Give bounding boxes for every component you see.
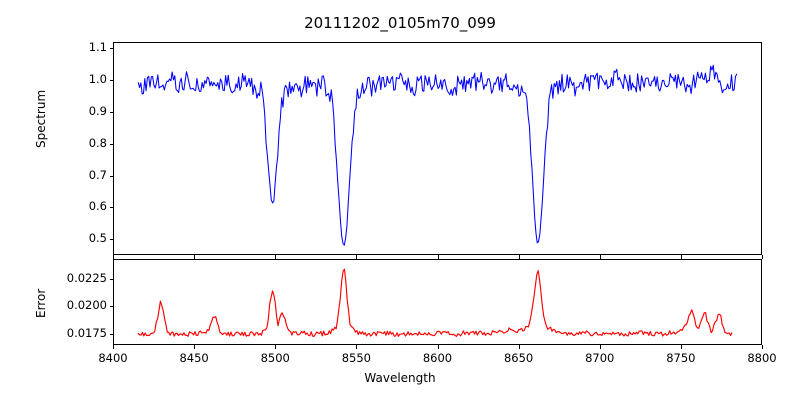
spectrum-y-axis-label: Spectrum xyxy=(34,89,48,148)
x-tick-label: 8400 xyxy=(98,351,128,365)
x-tick-label: 8800 xyxy=(747,351,777,365)
chart-title: 20111202_0105m70_099 xyxy=(304,14,496,32)
spectrum-x-tick xyxy=(680,255,682,259)
spectrum-x-tick xyxy=(356,255,358,259)
spectrum-y-tick-label: 0.7 xyxy=(88,167,107,182)
spectrum-x-tick xyxy=(518,255,520,259)
spectrum-y-tick xyxy=(109,80,113,82)
error-y-tick-label: 0.0200 xyxy=(66,298,107,313)
error-x-tick xyxy=(437,345,439,349)
error-x-tick xyxy=(599,345,601,349)
error-x-tick xyxy=(680,345,682,349)
spectrum-axes xyxy=(113,42,762,255)
spectrum-y-tick-label: 0.6 xyxy=(88,199,107,214)
x-tick-label: 8650 xyxy=(503,351,534,365)
spectrum-y-tick xyxy=(109,143,113,145)
spectrum-x-tick xyxy=(113,255,114,259)
spectrum-x-tick xyxy=(194,255,196,259)
error-x-tick xyxy=(356,345,358,349)
error-x-tick xyxy=(275,345,277,349)
spectrum-y-tick-label: 0.9 xyxy=(88,103,107,118)
error-x-tick xyxy=(113,345,114,349)
x-tick-label: 8450 xyxy=(179,351,209,365)
error-x-tick xyxy=(518,345,520,349)
x-tick-label: 8700 xyxy=(585,351,615,365)
spectrum-y-tick xyxy=(109,239,113,241)
spectrum-y-tick xyxy=(109,175,113,177)
spectrum-x-tick xyxy=(599,255,601,259)
x-axis-label: Wavelength xyxy=(364,371,436,385)
spectrum-x-tick xyxy=(762,255,763,259)
error-axes xyxy=(113,259,762,345)
error-x-tick xyxy=(762,345,763,349)
error-y-tick xyxy=(109,278,113,280)
spectrum-y-tick-label: 0.5 xyxy=(88,231,107,246)
x-tick-label: 8500 xyxy=(260,351,290,365)
spectrum-y-tick-label: 0.8 xyxy=(88,135,107,150)
spectrum-y-tick xyxy=(109,111,113,113)
x-tick-label: 8750 xyxy=(666,351,696,365)
spectrum-x-tick xyxy=(275,255,277,259)
error-y-tick-label: 0.0225 xyxy=(66,270,107,285)
spectrum-y-tick xyxy=(109,207,113,209)
error-y-tick xyxy=(109,333,113,335)
spectrum-x-tick xyxy=(437,255,439,259)
spectrum-plot-area xyxy=(114,43,761,254)
error-y-tick-label: 0.0175 xyxy=(66,325,107,340)
error-y-tick xyxy=(109,306,113,308)
spectrum-y-tick xyxy=(109,48,113,50)
error-y-axis-label: Error xyxy=(34,288,48,318)
spectrum-y-tick-label: 1.0 xyxy=(88,72,107,87)
x-tick-label: 8600 xyxy=(422,351,453,365)
spectrum-y-tick-label: 1.1 xyxy=(88,40,107,55)
error-plot-area xyxy=(114,260,761,344)
x-tick-label: 8550 xyxy=(341,351,372,365)
error-x-tick xyxy=(194,345,196,349)
